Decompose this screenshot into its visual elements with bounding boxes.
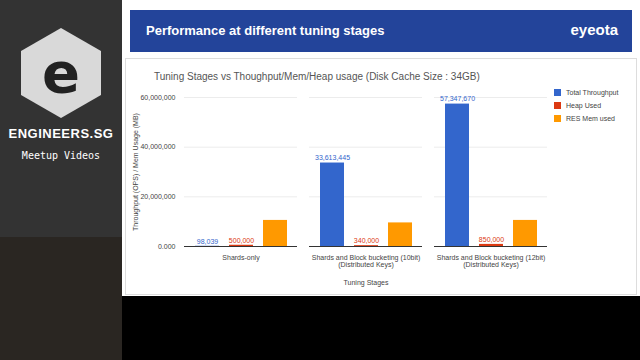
html-text:Tuning Stages vs Thoughput/Mem: Tuning Stages vs Thoughput/Mem/Heap usag… [154, 71, 480, 82]
svg-text:340,000: 340,000 [354, 237, 379, 244]
html-text:Total Throughput: Total Throughput [566, 89, 619, 96]
svg-text:33,613,445: 33,613,445 [315, 154, 350, 161]
svg-text:40,000,000: 40,000,000 [140, 143, 175, 150]
html-text:Heap Used: Heap Used [566, 102, 601, 109]
svg-text:57,347,670: 57,347,670 [440, 95, 475, 102]
svg-text:e: e [42, 40, 80, 105]
svg-text:Shards and Block bucketing (10: Shards and Block bucketing (10bit)(Distr… [312, 254, 421, 269]
svg-text:Throughput (OPS) / Mem Usage (: Throughput (OPS) / Mem Usage (MB) [132, 113, 140, 231]
svg-text:0.000: 0.000 [158, 243, 176, 250]
svg-text:20,000,000: 20,000,000 [140, 193, 175, 200]
svg-text:60,000,000: 60,000,000 [140, 94, 175, 101]
svg-text:Shards and Block bucketing (12: Shards and Block bucketing (12bit)(Distr… [437, 254, 546, 269]
html-text:RES Mem used: RES Mem used [566, 115, 615, 122]
svg-text:850,000: 850,000 [479, 236, 504, 243]
html-text:eyeota: eyeota [570, 21, 618, 38]
svg-text:500,000: 500,000 [229, 236, 254, 243]
html-text:Performance at different tunin: Performance at different tuning stages [146, 23, 385, 38]
svg-text:98,039: 98,039 [197, 237, 219, 244]
svg-text:Shards-only: Shards-only [222, 254, 260, 262]
svg-text:Tuning Stages: Tuning Stages [344, 279, 389, 287]
html-text:Meetup Videos: Meetup Videos [21, 150, 101, 161]
html-text:ENGINEERS.SG: ENGINEERS.SG [8, 126, 114, 141]
